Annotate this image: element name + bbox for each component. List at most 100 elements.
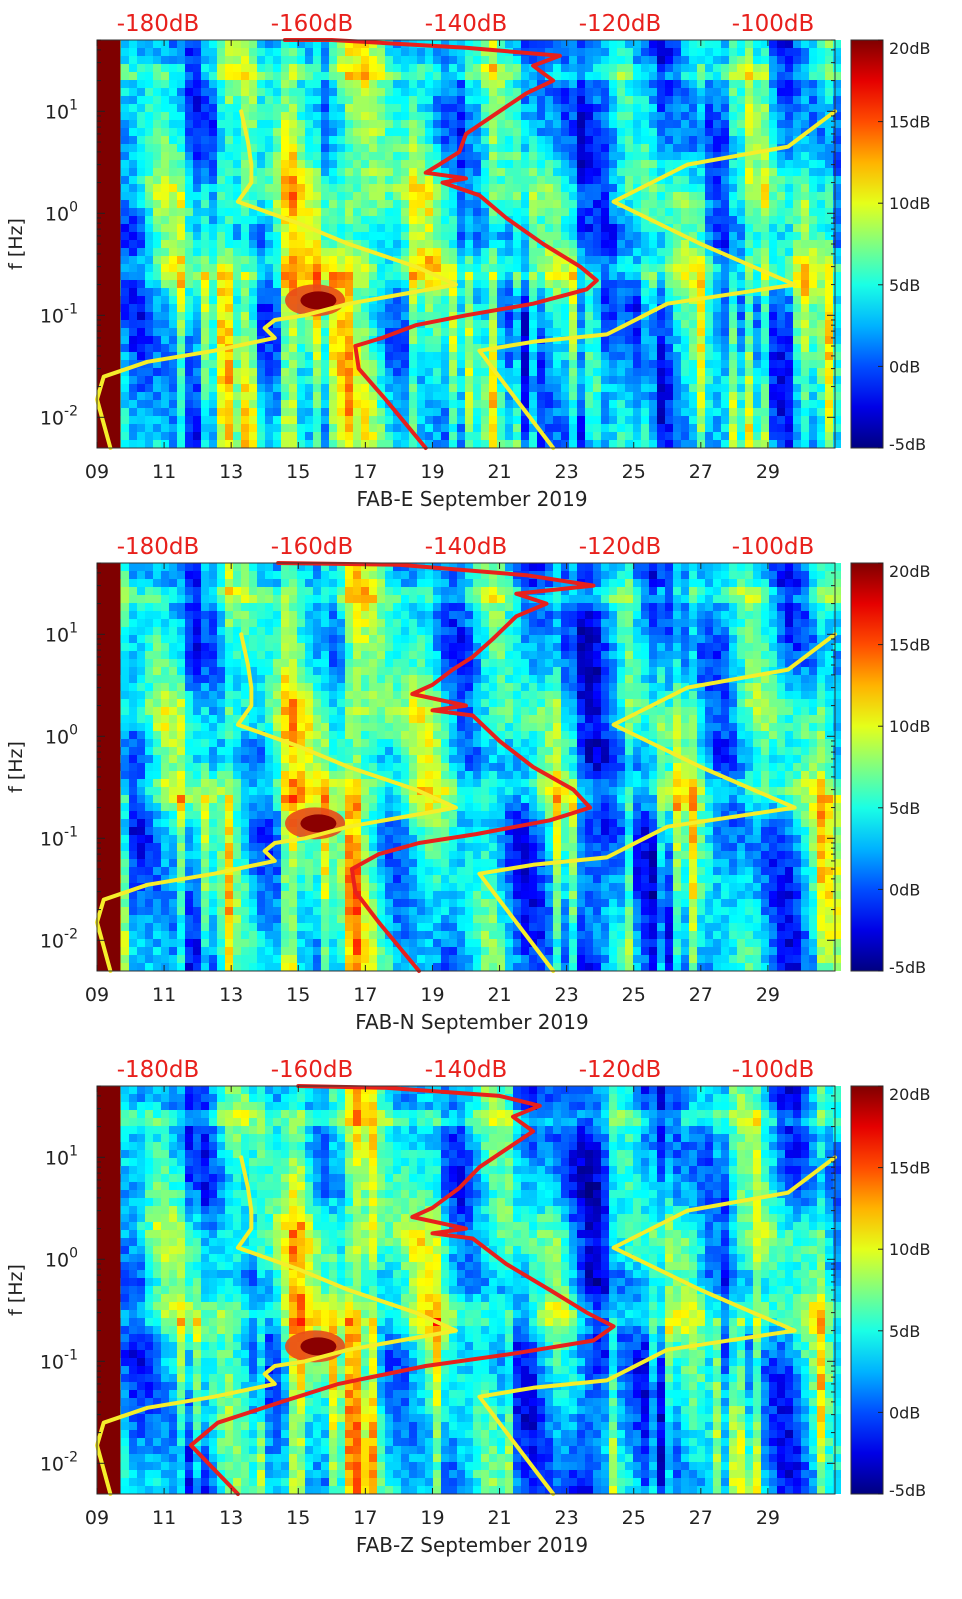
- y-tick-label: 10-1: [40, 301, 78, 327]
- x-tick-label: 23: [555, 1507, 579, 1529]
- top-db-label: -140dB: [425, 11, 508, 37]
- colorbar-tick-label: 20dB: [889, 562, 931, 581]
- x-tick-label: 29: [756, 1507, 780, 1529]
- colorbar-tick-label: 5dB: [889, 799, 920, 818]
- x-tick-label: 09: [85, 984, 109, 1006]
- x-tick-label: 09: [85, 461, 109, 483]
- median-psd-line: [188, 1084, 616, 1496]
- x-axis-label: FAB-E September 2019: [356, 487, 587, 511]
- top-db-label: -180dB: [117, 11, 200, 37]
- colorbar-tick-label: 20dB: [889, 1085, 931, 1104]
- y-tick-label: 10-1: [40, 1347, 78, 1373]
- x-tick-label: 19: [420, 461, 444, 483]
- no-data-strip: [97, 40, 121, 448]
- y-tick-label: 10-2: [40, 926, 78, 952]
- spectrogram-texture: [97, 40, 841, 448]
- top-db-label: -160dB: [271, 11, 354, 37]
- spectrogram-panel-1: 09 11 13 15 17 19 21 23 25 27 29 FAB-E September 20…: [5, 11, 931, 511]
- x-tick-label: 27: [689, 461, 713, 483]
- x-tick-label: 25: [622, 1507, 646, 1529]
- y-tick-label: 100: [45, 1245, 78, 1271]
- x-tick-label: 27: [689, 984, 713, 1006]
- x-tick-label: 15: [286, 1507, 310, 1529]
- noise-model-line-2: [477, 632, 837, 973]
- x-tick-label: 19: [420, 984, 444, 1006]
- y-axis-label: f [Hz]: [5, 1264, 27, 1316]
- spectrogram-texture: [97, 1086, 841, 1494]
- x-tick-label: 23: [555, 984, 579, 1006]
- x-tick-label: 17: [353, 984, 377, 1006]
- median-psd-line: [276, 561, 596, 973]
- x-tick-label: 23: [555, 461, 579, 483]
- colorbar-tick-label: 0dB: [889, 1403, 920, 1422]
- x-tick-label: 13: [219, 984, 243, 1006]
- x-tick-label: 15: [286, 984, 310, 1006]
- colorbar-tick-label: 10dB: [889, 717, 931, 736]
- colorbar-tick-label: -5dB: [889, 435, 926, 454]
- colorbar-tick-label: 15dB: [889, 113, 931, 132]
- colorbar-tick-label: 20dB: [889, 39, 931, 58]
- x-tick-label: 25: [622, 461, 646, 483]
- median-psd-line: [282, 38, 599, 450]
- x-tick-label: 21: [487, 1507, 511, 1529]
- x-tick-label: 21: [487, 461, 511, 483]
- top-db-label: -120dB: [579, 11, 662, 37]
- x-axis-label: FAB-Z September 2019: [356, 1533, 588, 1557]
- noise-model-line-1: [95, 632, 458, 973]
- colorbar-tick-label: 0dB: [889, 880, 920, 899]
- colorbar-tick-label: -5dB: [889, 958, 926, 977]
- top-db-label: -160dB: [271, 534, 354, 560]
- colorbar: [850, 1085, 884, 1495]
- colorbar-tick-label: 5dB: [889, 276, 920, 295]
- x-tick-label: 29: [756, 461, 780, 483]
- top-db-label: -180dB: [117, 1057, 200, 1083]
- x-tick-label: 11: [152, 1507, 176, 1529]
- top-db-label: -100dB: [732, 11, 815, 37]
- top-db-label: -120dB: [579, 1057, 662, 1083]
- y-tick-label: 100: [45, 199, 78, 225]
- y-tick-label: 100: [45, 722, 78, 748]
- x-tick-label: 11: [152, 461, 176, 483]
- x-axis-label: FAB-N September 2019: [355, 1010, 588, 1034]
- x-tick-label: 21: [487, 984, 511, 1006]
- y-tick-label: 10-2: [40, 403, 78, 429]
- top-db-label: -120dB: [579, 534, 662, 560]
- x-tick-label: 15: [286, 461, 310, 483]
- colorbar-tick-label: 15dB: [889, 1159, 931, 1178]
- x-tick-label: 17: [353, 461, 377, 483]
- colorbar-tick-label: 10dB: [889, 194, 931, 213]
- x-tick-label: 11: [152, 984, 176, 1006]
- x-tick-label: 19: [420, 1507, 444, 1529]
- spectrogram-texture: [97, 563, 841, 971]
- spectrogram-panel-2: 09 11 13 15 17 19 21 23 25 27 29 FAB-N September 20…: [5, 534, 931, 1034]
- y-axis-label: f [Hz]: [5, 218, 27, 270]
- x-tick-label: 29: [756, 984, 780, 1006]
- y-tick-label: 10-1: [40, 824, 78, 850]
- noise-model-line-2: [477, 109, 837, 450]
- x-tick-label: 17: [353, 1507, 377, 1529]
- x-tick-label: 09: [85, 1507, 109, 1529]
- no-data-strip: [97, 563, 121, 971]
- y-tick-label: 101: [45, 97, 78, 123]
- top-db-label: -140dB: [425, 534, 508, 560]
- colorbar-tick-label: 15dB: [889, 636, 931, 655]
- top-db-label: -160dB: [271, 1057, 354, 1083]
- y-tick-label: 101: [45, 1143, 78, 1169]
- top-db-label: -140dB: [425, 1057, 508, 1083]
- noise-model-line-2: [477, 1155, 837, 1496]
- y-axis-label: f [Hz]: [5, 741, 27, 793]
- x-tick-label: 25: [622, 984, 646, 1006]
- x-tick-label: 13: [219, 1507, 243, 1529]
- colorbar-tick-label: 10dB: [889, 1240, 931, 1259]
- noise-model-line-1: [95, 109, 458, 450]
- top-db-label: -100dB: [732, 1057, 815, 1083]
- colorbar-tick-label: -5dB: [889, 1481, 926, 1500]
- no-data-strip: [97, 1086, 121, 1494]
- y-tick-label: 10-2: [40, 1449, 78, 1475]
- colorbar-tick-label: 5dB: [889, 1322, 920, 1341]
- colorbar: [850, 562, 884, 972]
- noise-model-line-1: [95, 1155, 458, 1496]
- top-db-label: -180dB: [117, 534, 200, 560]
- y-tick-label: 101: [45, 620, 78, 646]
